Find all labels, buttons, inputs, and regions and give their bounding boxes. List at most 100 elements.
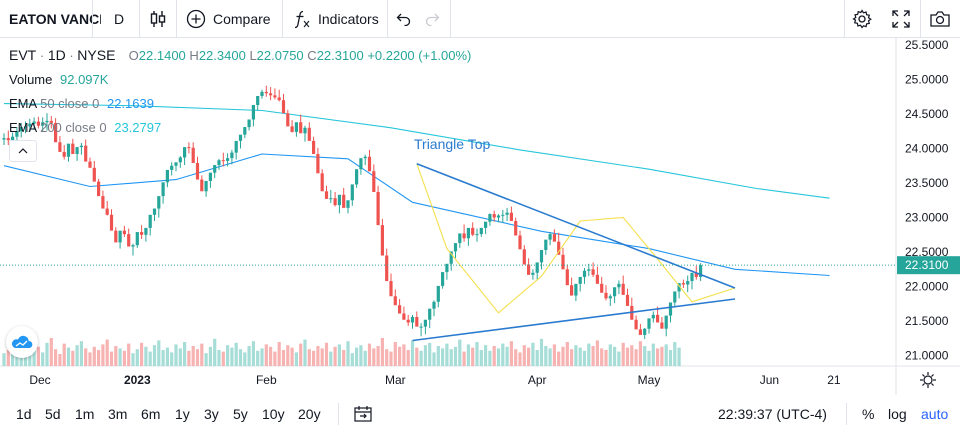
candle-body — [634, 319, 638, 330]
date-range-button[interactable] — [354, 395, 372, 433]
logo-badge[interactable] — [6, 326, 38, 358]
candle-body — [79, 145, 83, 148]
candle-body — [445, 263, 449, 273]
candle-body — [36, 121, 40, 126]
candle-body — [677, 283, 681, 292]
legend-collapse-button[interactable] — [9, 140, 37, 162]
candle-body — [101, 196, 105, 209]
candle-body — [466, 227, 470, 239]
candle-body — [527, 264, 531, 275]
volume-bar — [66, 347, 71, 366]
candle-body — [170, 165, 174, 170]
candle-body — [2, 138, 6, 140]
range-5y[interactable]: 5y — [233, 406, 248, 422]
range-3m[interactable]: 3m — [108, 406, 128, 422]
candle-body — [436, 285, 440, 302]
candle-body — [449, 251, 453, 264]
range-6m[interactable]: 6m — [141, 406, 161, 422]
candle-body — [600, 283, 604, 293]
candle-body — [71, 143, 75, 155]
candle-body — [570, 285, 574, 296]
auto-scale-toggle[interactable]: auto — [921, 406, 949, 422]
range-1y[interactable]: 1y — [175, 406, 190, 422]
redo-button[interactable] — [424, 0, 440, 38]
log-toggle[interactable]: log — [888, 406, 907, 422]
candle-body — [514, 220, 518, 236]
volume-bar — [355, 347, 359, 366]
snapshot-button[interactable] — [929, 0, 951, 38]
undo-button[interactable] — [396, 0, 412, 38]
time-tick-label: Apr — [528, 373, 547, 387]
candle-body — [355, 169, 359, 185]
settings-button[interactable] — [852, 0, 872, 38]
toolbar-divider — [176, 0, 177, 38]
axis-settings-ring — [923, 375, 933, 385]
chart-style-button[interactable] — [150, 0, 166, 38]
legend-interval: 1D — [47, 47, 66, 63]
symbol-search[interactable]: EATON VANCE — [9, 11, 101, 27]
volume-bar — [643, 346, 647, 366]
candle-body — [118, 230, 122, 243]
volume-bar — [127, 343, 131, 366]
toolbar-divider — [387, 0, 388, 38]
percent-toggle[interactable]: % — [862, 406, 875, 422]
range-1m[interactable]: 1m — [75, 406, 95, 422]
candle-body — [479, 227, 483, 235]
legend-volume-row[interactable]: Volume 92.097K — [9, 72, 108, 87]
volume-bar — [393, 342, 397, 366]
volume-bar — [527, 347, 531, 366]
candle-body — [92, 167, 96, 182]
candle-body — [617, 283, 621, 288]
volume-label: Volume — [9, 72, 53, 87]
fullscreen-button[interactable] — [892, 0, 910, 38]
volume-bar — [187, 350, 191, 366]
candle-body — [668, 302, 673, 316]
volume-bar — [243, 352, 247, 366]
volume-bar — [570, 349, 574, 366]
legend-high: 22.3400 — [198, 48, 246, 63]
candle-body — [385, 255, 389, 282]
undo-icon — [396, 13, 411, 26]
interval-button[interactable]: D — [114, 11, 125, 27]
volume-bar — [458, 339, 462, 366]
volume-bar — [165, 347, 169, 366]
volume-bar — [423, 345, 427, 366]
candle-body — [178, 157, 182, 163]
range-20y[interactable]: 20y — [298, 406, 321, 422]
volume-bar — [174, 344, 178, 366]
volume-bar — [312, 350, 316, 366]
toolbar-divider — [920, 0, 921, 38]
range-3y[interactable]: 3y — [204, 406, 219, 422]
candle-body — [127, 234, 131, 247]
candle-body — [161, 182, 165, 197]
candle-body — [251, 104, 255, 120]
volume-bar — [509, 341, 513, 366]
chart-area[interactable]: 25.5000 25.0000 24.5000 24.0000 23.5000 23.00… — [0, 38, 960, 395]
volume-bar — [479, 350, 483, 366]
range-10y[interactable]: 10y — [262, 406, 285, 422]
pattern-label[interactable]: Triangle Top — [414, 136, 491, 152]
volume-bar — [574, 345, 578, 366]
clock-time[interactable]: 22:39:37 (UTC-4) — [718, 406, 827, 422]
indicators-button[interactable]: Indicators — [293, 0, 379, 38]
legend-ema50-row[interactable]: EMA 50 close 0 22.1639 — [9, 96, 154, 111]
price-chart[interactable]: 25.5000 25.0000 24.5000 24.0000 23.5000 23.00… — [0, 38, 960, 395]
axis-settings-tooth — [922, 383, 925, 386]
compare-button[interactable]: Compare — [186, 0, 271, 38]
range-1d[interactable]: 1d — [16, 406, 32, 422]
volume-bar — [118, 348, 122, 366]
volume-bar — [453, 346, 458, 366]
legend-c-label: C — [307, 48, 317, 63]
volume-bar — [518, 352, 522, 366]
candle-body — [195, 162, 200, 180]
time-tick-label: May — [638, 373, 661, 387]
candle-body — [367, 156, 372, 172]
range-5d[interactable]: 5d — [45, 406, 61, 422]
price-tick-label: 23.5000 — [905, 176, 949, 190]
volume-bar — [462, 351, 466, 366]
legend-symbol[interactable]: EVT — [9, 47, 37, 63]
pattern-drawings[interactable] — [412, 162, 736, 342]
axis-settings-tooth — [931, 383, 934, 386]
volume-bar — [131, 353, 135, 366]
legend-ema200-row[interactable]: EMA 200 close 0 23.2797 — [9, 120, 161, 135]
